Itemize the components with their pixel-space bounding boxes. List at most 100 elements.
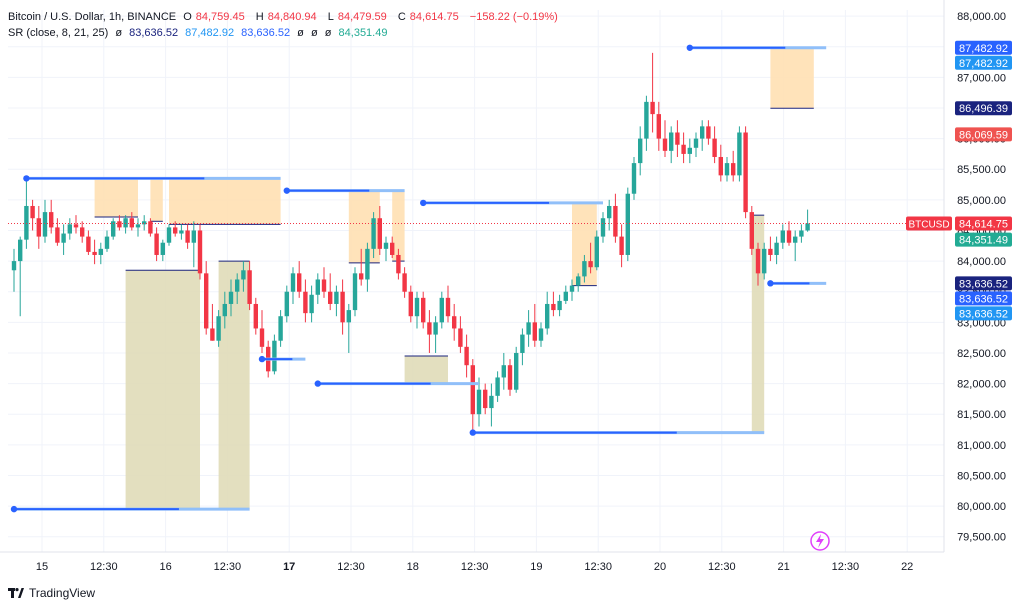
close-value: 84,614.75 — [409, 11, 459, 23]
resistance-zone — [392, 190, 405, 262]
candle — [24, 205, 29, 240]
price-label — [955, 306, 1012, 321]
support-anchor — [283, 187, 290, 194]
candle — [458, 328, 463, 347]
candle — [259, 328, 265, 347]
candle — [439, 297, 444, 323]
candle — [328, 291, 333, 304]
candle — [712, 138, 717, 157]
symbol-title[interactable]: Bitcoin / U.S. Dollar, 1h, BINANCE — [8, 11, 177, 23]
candle — [731, 163, 736, 176]
symbol-tag-label: BTCUSD — [908, 219, 949, 230]
indicator-value: 84,351.49 — [338, 27, 388, 39]
candle — [675, 132, 680, 145]
candle — [427, 322, 432, 335]
candle — [594, 236, 599, 268]
candle — [18, 239, 23, 262]
candle — [216, 316, 221, 341]
candle — [613, 205, 618, 237]
indicator-legend: SR (close, 8, 21, 25) ø 83,636.52 87,482… — [8, 27, 391, 39]
candle — [706, 126, 711, 139]
candle — [73, 224, 79, 228]
candle — [396, 254, 401, 274]
candle — [55, 227, 60, 243]
candle — [650, 101, 655, 115]
y-tick-label: 79,500.00 — [957, 532, 1006, 544]
candle — [414, 297, 420, 317]
candle — [284, 291, 289, 317]
candle — [123, 218, 128, 228]
candle — [625, 193, 630, 255]
open-value: 84,759.45 — [195, 11, 245, 23]
candle — [30, 205, 35, 219]
high-value: 84,840.94 — [267, 11, 317, 23]
support-anchor — [10, 505, 18, 513]
support-anchor — [767, 280, 774, 287]
low-value: 84,479.59 — [337, 11, 387, 23]
x-tick-label: 21 — [777, 561, 789, 573]
indicator-value: ø — [115, 27, 123, 39]
candle — [768, 248, 773, 255]
candle — [309, 294, 314, 314]
candle — [173, 227, 178, 234]
candle — [681, 144, 686, 154]
candle — [656, 114, 661, 139]
x-tick-label: 12:30 — [337, 561, 365, 573]
candle — [377, 218, 382, 249]
candle — [104, 236, 110, 249]
candle — [476, 389, 482, 415]
alert-icon — [810, 531, 830, 551]
candle — [551, 303, 556, 311]
indicator-value: 83,636.52 — [129, 27, 179, 39]
y-tick-label: 87,000.00 — [957, 72, 1006, 84]
price-label-text: 86,496.39 — [959, 103, 1008, 115]
candle — [42, 212, 48, 237]
indicator-title[interactable]: SR (close, 8, 21, 25) — [8, 27, 109, 39]
x-tick-label: 12:30 — [708, 561, 736, 573]
candle — [179, 230, 184, 234]
price-label-text: 83,636.52 — [959, 293, 1008, 305]
price-label — [955, 127, 1012, 142]
candle — [142, 221, 147, 225]
y-tick-label: 82,500.00 — [957, 348, 1006, 360]
support-anchor — [314, 380, 321, 387]
resistance-zone — [169, 178, 281, 225]
candle — [755, 248, 761, 274]
support-anchor — [23, 175, 30, 182]
price-label-text: 83,636.52 — [959, 308, 1008, 320]
price-label-text: 86,069.59 — [959, 129, 1008, 141]
support-anchor — [469, 429, 476, 436]
candle — [464, 346, 469, 366]
price-label — [955, 232, 1012, 247]
candle — [235, 279, 240, 292]
candle — [780, 230, 785, 243]
x-tick-label: 12:30 — [832, 561, 860, 573]
x-tick-label: 16 — [159, 561, 171, 573]
y-tick-label: 82,000.00 — [957, 379, 1006, 391]
support-anchor — [258, 355, 266, 363]
candle — [365, 248, 370, 280]
tradingview-name: TradingView — [29, 586, 96, 600]
x-tick-label: 12:30 — [90, 561, 118, 573]
candle — [569, 285, 575, 292]
candle — [340, 291, 345, 323]
support-anchor — [420, 199, 427, 207]
price-label — [955, 101, 1012, 116]
candle — [129, 218, 134, 228]
candle — [247, 270, 252, 304]
candle — [669, 132, 674, 151]
candle — [154, 233, 159, 255]
candle — [557, 300, 562, 311]
candle — [98, 248, 103, 255]
candle — [489, 395, 494, 409]
candle — [793, 236, 798, 243]
price-label-text: 84,614.75 — [959, 218, 1008, 230]
y-tick-label: 84,000.00 — [957, 256, 1006, 268]
candle — [290, 273, 296, 292]
resistance-zone — [770, 47, 814, 109]
candle — [563, 291, 568, 301]
candle — [724, 163, 730, 176]
candle — [383, 242, 389, 249]
y-tick-label: 88,000.00 — [957, 11, 1006, 23]
